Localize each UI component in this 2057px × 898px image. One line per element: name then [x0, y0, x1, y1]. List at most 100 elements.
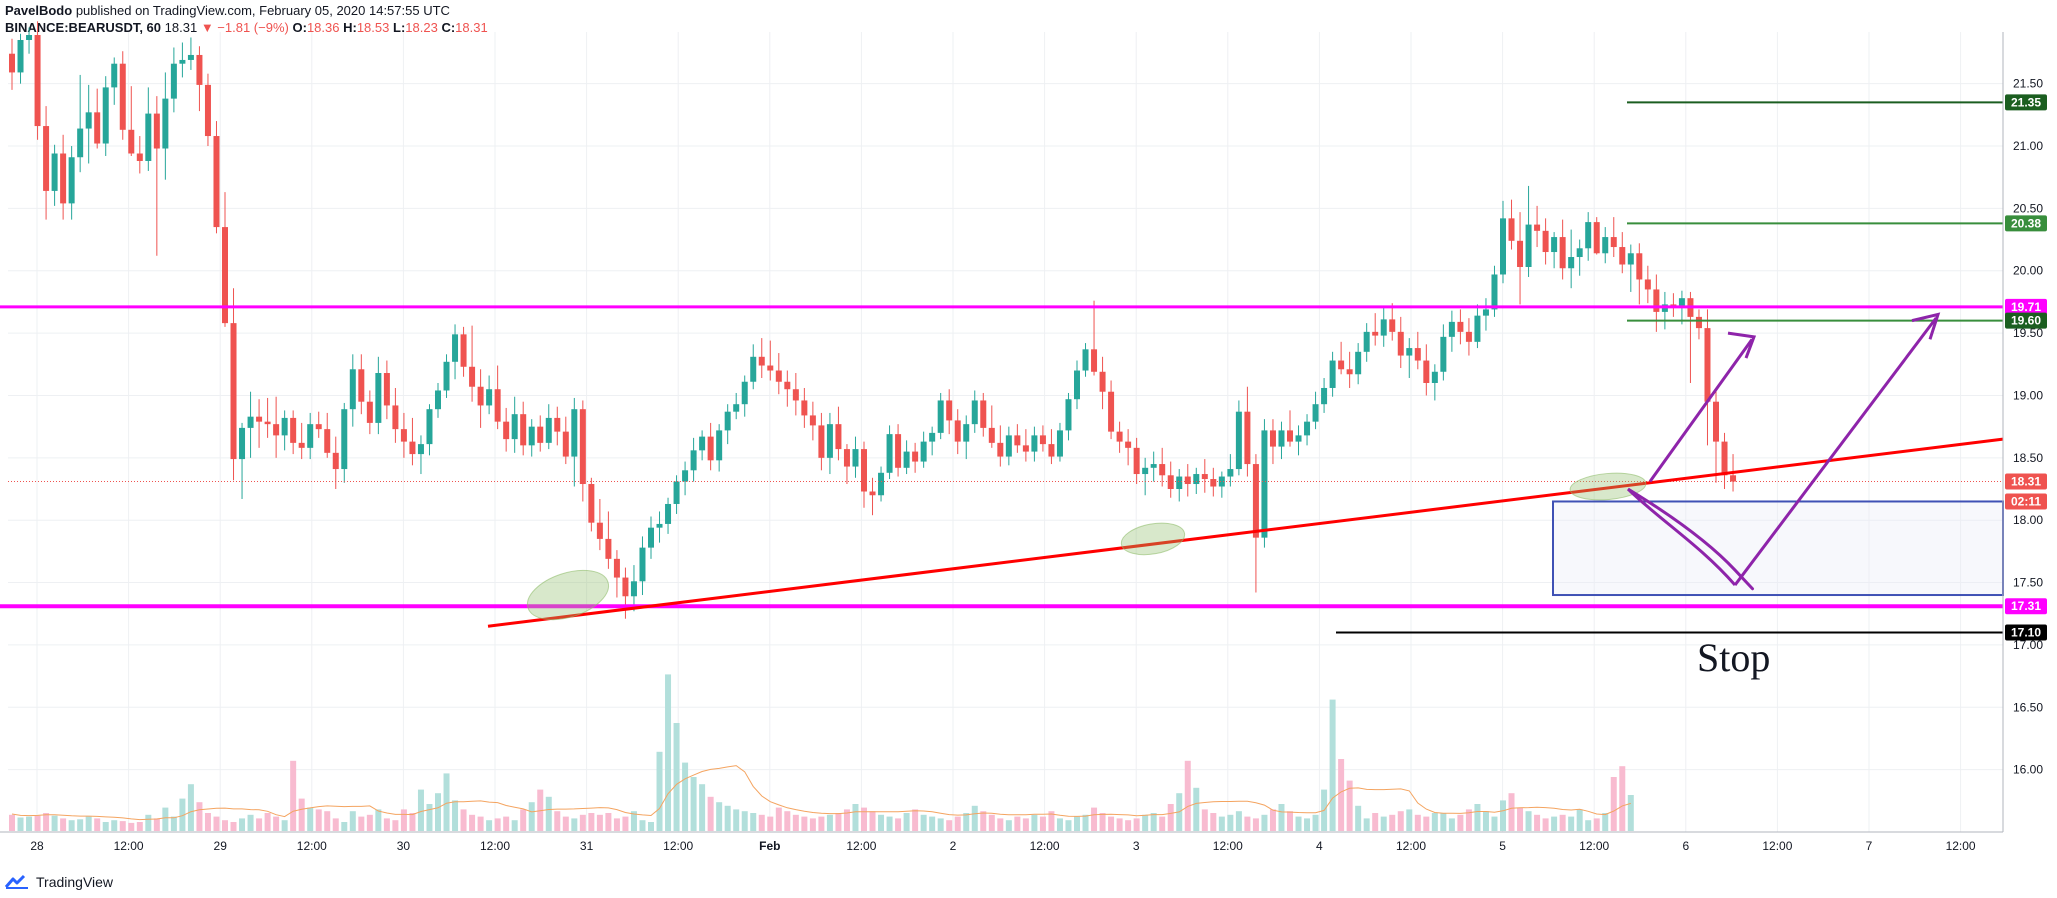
candle — [204, 73, 211, 147]
candle-body — [775, 370, 782, 382]
volume-bar — [1542, 818, 1549, 831]
candle-body — [554, 417, 561, 432]
time-tick-label: 4 — [1316, 839, 1323, 853]
volume-bar — [1014, 816, 1021, 831]
tradingview-brand[interactable]: TradingView — [36, 874, 114, 890]
candle — [1525, 185, 1532, 277]
candle-body — [1542, 230, 1549, 253]
candle — [988, 405, 995, 448]
price-tag-box — [2005, 473, 2047, 490]
candle-body — [937, 400, 944, 433]
candle-body — [963, 424, 970, 442]
candle-body — [1653, 289, 1660, 312]
volume-bar — [1525, 811, 1532, 831]
candle-body — [1491, 274, 1498, 310]
range-box — [1552, 500, 2004, 597]
candle-body — [784, 381, 791, 390]
author-name[interactable]: PavelBodo — [5, 3, 73, 18]
volume-bar — [648, 822, 654, 831]
price-tag-box — [2005, 624, 2047, 641]
volume-bar — [60, 818, 67, 831]
candle-body — [77, 128, 84, 158]
volume-bar — [1193, 787, 1200, 831]
candle — [1500, 200, 1506, 284]
time-axis[interactable]: 28 12:00 29 12:00 30 12:00 31 12:00 Feb 12:00 2 12:… — [0, 831, 2003, 853]
candle-body — [988, 427, 995, 443]
volume-bar — [707, 796, 714, 831]
candle-body — [1142, 467, 1149, 475]
volume-bar — [1414, 814, 1421, 831]
candle — [366, 390, 373, 435]
price-tick-label: 17.50 — [2013, 576, 2043, 590]
candle — [946, 389, 953, 435]
candle — [9, 38, 15, 90]
candle — [1406, 338, 1413, 379]
time-tick-label: 12:00 — [297, 839, 327, 853]
price-axis[interactable]: 21.50 21.00 20.50 20.00 19.50 19.00 18.50 18.00… — [2002, 32, 2047, 832]
candle — [77, 74, 84, 173]
volume-bar — [1440, 813, 1447, 831]
published-text: published on TradingView.com, February 0… — [75, 3, 450, 18]
candle — [920, 431, 927, 468]
candle — [1576, 239, 1583, 276]
price-tick-label: 16.50 — [2013, 700, 2043, 714]
candle-body — [290, 417, 297, 443]
candle — [733, 392, 740, 420]
volume-bar — [1244, 816, 1251, 831]
candle-body — [17, 40, 24, 73]
price-change: ▼ −1.81 (−9%) — [200, 20, 289, 35]
candle — [1133, 437, 1140, 485]
volume-bar — [111, 820, 118, 831]
candle-body — [1627, 253, 1634, 265]
candle-body — [1278, 430, 1285, 447]
price-tag: 21.35 — [2005, 94, 2047, 111]
volume-bar — [954, 816, 961, 831]
volume-bar — [682, 762, 689, 831]
volume-bar — [520, 809, 527, 831]
stop-annotation: Stop — [1697, 635, 1770, 680]
price-tag-box — [2005, 598, 2047, 615]
price-tag: 02:11 — [2005, 493, 2047, 510]
volume-bar — [1448, 818, 1455, 831]
candle-body — [315, 424, 322, 430]
price-tag: 17.10 — [2005, 624, 2047, 641]
candle-body — [1389, 319, 1396, 332]
candle — [1167, 461, 1174, 498]
candle-body — [520, 414, 527, 446]
volume-bar — [818, 816, 825, 831]
candle — [1048, 429, 1055, 465]
symbol-name[interactable]: BINANCE:BEARUSDT, 60 — [5, 20, 162, 35]
price-tag: 17.31 — [2005, 598, 2047, 615]
candle-body — [852, 449, 859, 467]
candle — [579, 400, 586, 502]
candle-body — [690, 450, 697, 471]
candle-body — [1448, 321, 1455, 337]
candle-body — [733, 404, 740, 412]
price-tick-label: 18.00 — [2013, 513, 2043, 527]
volume-bar — [1372, 813, 1379, 831]
grid-lines — [8, 32, 2003, 832]
volume-bar — [1133, 818, 1140, 831]
candle — [1695, 309, 1702, 340]
price-chart[interactable]: 21.50 21.00 20.50 20.00 19.50 19.00 18.50 18.00… — [0, 0, 2057, 870]
volume-bar — [264, 813, 271, 831]
volume-bar — [222, 820, 228, 831]
candle-body — [1431, 371, 1438, 383]
candle — [1397, 316, 1404, 369]
candle-body — [946, 400, 953, 421]
candle — [1193, 467, 1200, 494]
volume-bar — [170, 816, 177, 831]
candle-body — [332, 452, 339, 470]
volume-bar — [1534, 814, 1541, 831]
candle — [1704, 309, 1711, 446]
candle — [486, 375, 493, 415]
price-tag-box — [2005, 493, 2047, 510]
volume-bar — [903, 813, 910, 831]
candle — [1610, 217, 1617, 258]
candle-body — [1619, 247, 1626, 265]
candle-body — [1414, 348, 1421, 361]
candle — [1150, 451, 1157, 482]
candle-body — [971, 400, 978, 425]
time-tick-label: 29 — [214, 839, 228, 853]
volume-bar — [1380, 816, 1387, 831]
